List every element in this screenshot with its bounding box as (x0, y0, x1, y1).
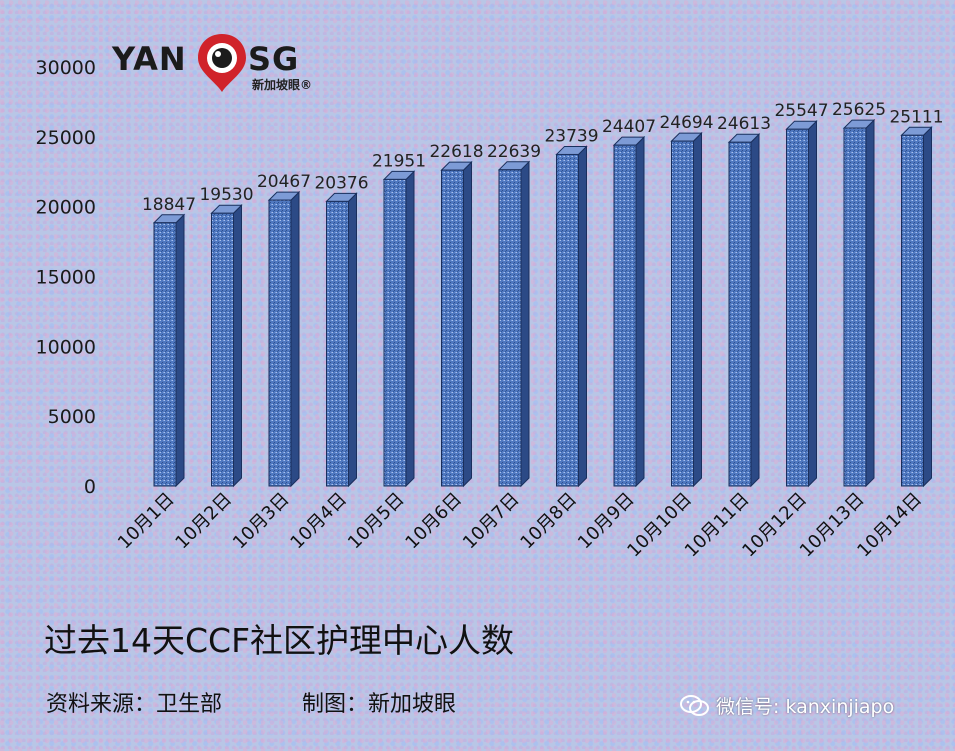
x-tick-label: 10月6日 (401, 489, 466, 554)
bar-front (498, 169, 522, 487)
y-tick-label: 10000 (36, 336, 96, 358)
bar (497, 160, 531, 488)
bar-side (865, 118, 875, 488)
data-label: 20376 (314, 173, 368, 193)
bar-side (750, 133, 760, 488)
y-tick-label: 15000 (36, 267, 96, 289)
logo: YAN SG 新加坡眼® (112, 34, 322, 106)
bar-front (326, 200, 349, 487)
made-by-credit: 制图：新加坡眼 (302, 692, 457, 717)
data-label: 22618 (429, 142, 483, 162)
bar (325, 192, 358, 488)
y-tick-label: 5000 (48, 406, 96, 428)
y-tick-label: 30000 (36, 57, 96, 79)
data-label: 18847 (142, 195, 196, 215)
data-label: 23739 (544, 126, 598, 146)
bar-front (613, 144, 637, 487)
bar-front (556, 153, 579, 487)
data-label: 22639 (487, 142, 541, 162)
wechat-icon (680, 694, 709, 716)
logo-right-text: SG (248, 40, 300, 78)
bar-front (786, 128, 809, 487)
logo-subtitle: 新加坡眼® (252, 78, 313, 92)
bar (210, 204, 243, 488)
logo-left-text: YAN (112, 40, 187, 78)
bar-side (233, 204, 242, 488)
bar (785, 119, 818, 488)
bar (152, 213, 186, 488)
bar (440, 160, 473, 488)
data-label: 21951 (372, 151, 426, 171)
bar-front (728, 141, 752, 487)
bar-side (923, 126, 932, 488)
wechat-watermark: 微信号: kanxinjiapo (680, 692, 894, 719)
data-label: 25111 (889, 107, 943, 127)
data-label: 24613 (717, 114, 771, 134)
bar-side (348, 192, 357, 488)
data-label: 25547 (774, 101, 828, 121)
x-tick-label: 10月1日 (114, 489, 179, 554)
bar-front (843, 127, 867, 487)
bar (727, 133, 761, 488)
bar-side (290, 190, 300, 488)
source-credit: 资料来源：卫生部 (46, 692, 223, 717)
bar (670, 131, 703, 488)
bar-side (463, 160, 472, 488)
bar-side (175, 213, 185, 488)
bar-front (671, 140, 694, 487)
x-tick-label: 10月8日 (516, 489, 581, 554)
y-tick-label: 0 (84, 476, 96, 498)
bar (555, 145, 588, 488)
bar-front (153, 222, 177, 487)
bar (612, 135, 646, 488)
bar (842, 118, 876, 488)
bar-front (383, 178, 407, 487)
y-axis: 0 5000 10000 15000 20000 25000 30000 (36, 57, 96, 498)
bar-side (635, 135, 645, 488)
bar-side (578, 145, 587, 488)
bars (152, 118, 933, 488)
bar-front (901, 134, 924, 487)
eye-pin-icon (198, 34, 246, 92)
bar-front (441, 169, 464, 487)
chart-title: 过去14天CCF社区护理中心人数 (44, 621, 515, 660)
bar-front (211, 212, 234, 487)
bar-side (520, 160, 530, 488)
data-label: 24407 (602, 117, 656, 137)
data-label: 19530 (199, 185, 253, 205)
x-tick-label: 10月3日 (229, 489, 294, 554)
bar-side (693, 131, 702, 488)
bar-side (405, 170, 415, 488)
y-tick-label: 25000 (36, 127, 96, 149)
bar (267, 190, 301, 488)
data-label: 25625 (832, 100, 886, 120)
data-label: 20467 (257, 172, 311, 192)
x-tick-label: 10月2日 (171, 489, 236, 554)
bar (900, 126, 933, 488)
bar-side (808, 119, 817, 488)
x-axis-labels: 10月1日10月2日10月3日10月4日10月5日10月6日10月7日10月8日… (114, 489, 926, 562)
wechat-id: 微信号: kanxinjiapo (716, 696, 895, 718)
bar-front (268, 199, 292, 487)
x-tick-label: 10月4日 (286, 489, 351, 554)
x-tick-label: 10月7日 (459, 489, 524, 554)
bar-chart: 0 5000 10000 15000 20000 25000 30000 18847 1953… (36, 57, 944, 562)
x-tick-label: 10月5日 (344, 489, 409, 554)
bar (382, 170, 416, 488)
y-tick-label: 20000 (36, 197, 96, 219)
data-label: 24694 (659, 113, 713, 133)
